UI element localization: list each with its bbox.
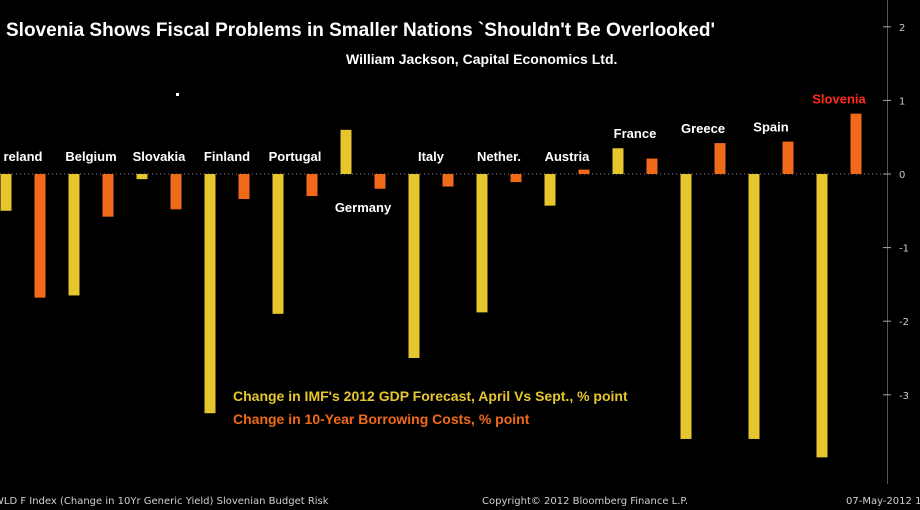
category-label: Portugal [269, 149, 322, 164]
bar-gdp [748, 174, 760, 439]
bar-gdp [612, 148, 624, 174]
legend-gdp: Change in IMF's 2012 GDP Forecast, April… [233, 388, 628, 404]
category-label: Greece [681, 121, 725, 136]
bar-gdp [408, 174, 420, 358]
category-label: Nether. [477, 149, 521, 164]
category-label: Belgium [65, 149, 116, 164]
bar-gdp [68, 174, 80, 296]
category-label: Slovakia [133, 149, 187, 164]
footer-date: 07-May-2012 14 [846, 496, 920, 507]
bar-yield [170, 174, 182, 210]
bar-gdp [0, 174, 12, 211]
y-tick-label: 1 [899, 96, 905, 107]
category-label: Slovenia [812, 92, 866, 107]
bar-yield [510, 174, 522, 183]
y-tick-label: -1 [899, 244, 909, 255]
bar-gdp [816, 174, 828, 458]
bar-yield [374, 174, 386, 189]
bar-yield [102, 174, 114, 217]
category-label: Finland [204, 149, 250, 164]
bar-yield [306, 174, 318, 197]
category-label: Spain [753, 120, 788, 135]
bar-yield [34, 174, 46, 298]
footer-index-description: WLD F Index (Change in 10Yr Generic Yiel… [0, 496, 329, 507]
bar-yield [578, 169, 590, 174]
category-label: Germany [335, 200, 392, 215]
bar-gdp [680, 174, 692, 439]
bar-gdp [476, 174, 488, 313]
bar-gdp [340, 129, 352, 174]
footer-copyright: Copyright© 2012 Bloomberg Finance L.P. [482, 496, 689, 507]
stray-marker [176, 93, 179, 96]
bar-yield [442, 174, 454, 187]
bar-yield [850, 113, 862, 174]
legend-yield: Change in 10-Year Borrowing Costs, % poi… [233, 411, 530, 427]
y-tick-label: 2 [899, 23, 905, 34]
bar-gdp [272, 174, 284, 314]
category-label: Austria [545, 149, 591, 164]
bar-yield [238, 174, 250, 200]
category-label: reland [3, 149, 42, 164]
category-label: France [614, 126, 657, 141]
chart-title: Slovenia Shows Fiscal Problems in Smalle… [6, 20, 716, 41]
chart-subtitle: William Jackson, Capital Economics Ltd. [346, 51, 618, 67]
bar-yield [646, 158, 658, 174]
bar-gdp [204, 174, 216, 414]
category-label: Italy [418, 149, 445, 164]
bar-yield [782, 141, 794, 174]
y-tick-label: -3 [899, 391, 909, 402]
y-tick-label: 0 [899, 170, 905, 181]
y-tick-label: -2 [899, 317, 909, 328]
bar-yield [714, 143, 726, 174]
bar-gdp [136, 174, 148, 180]
bar-gdp [544, 174, 556, 206]
